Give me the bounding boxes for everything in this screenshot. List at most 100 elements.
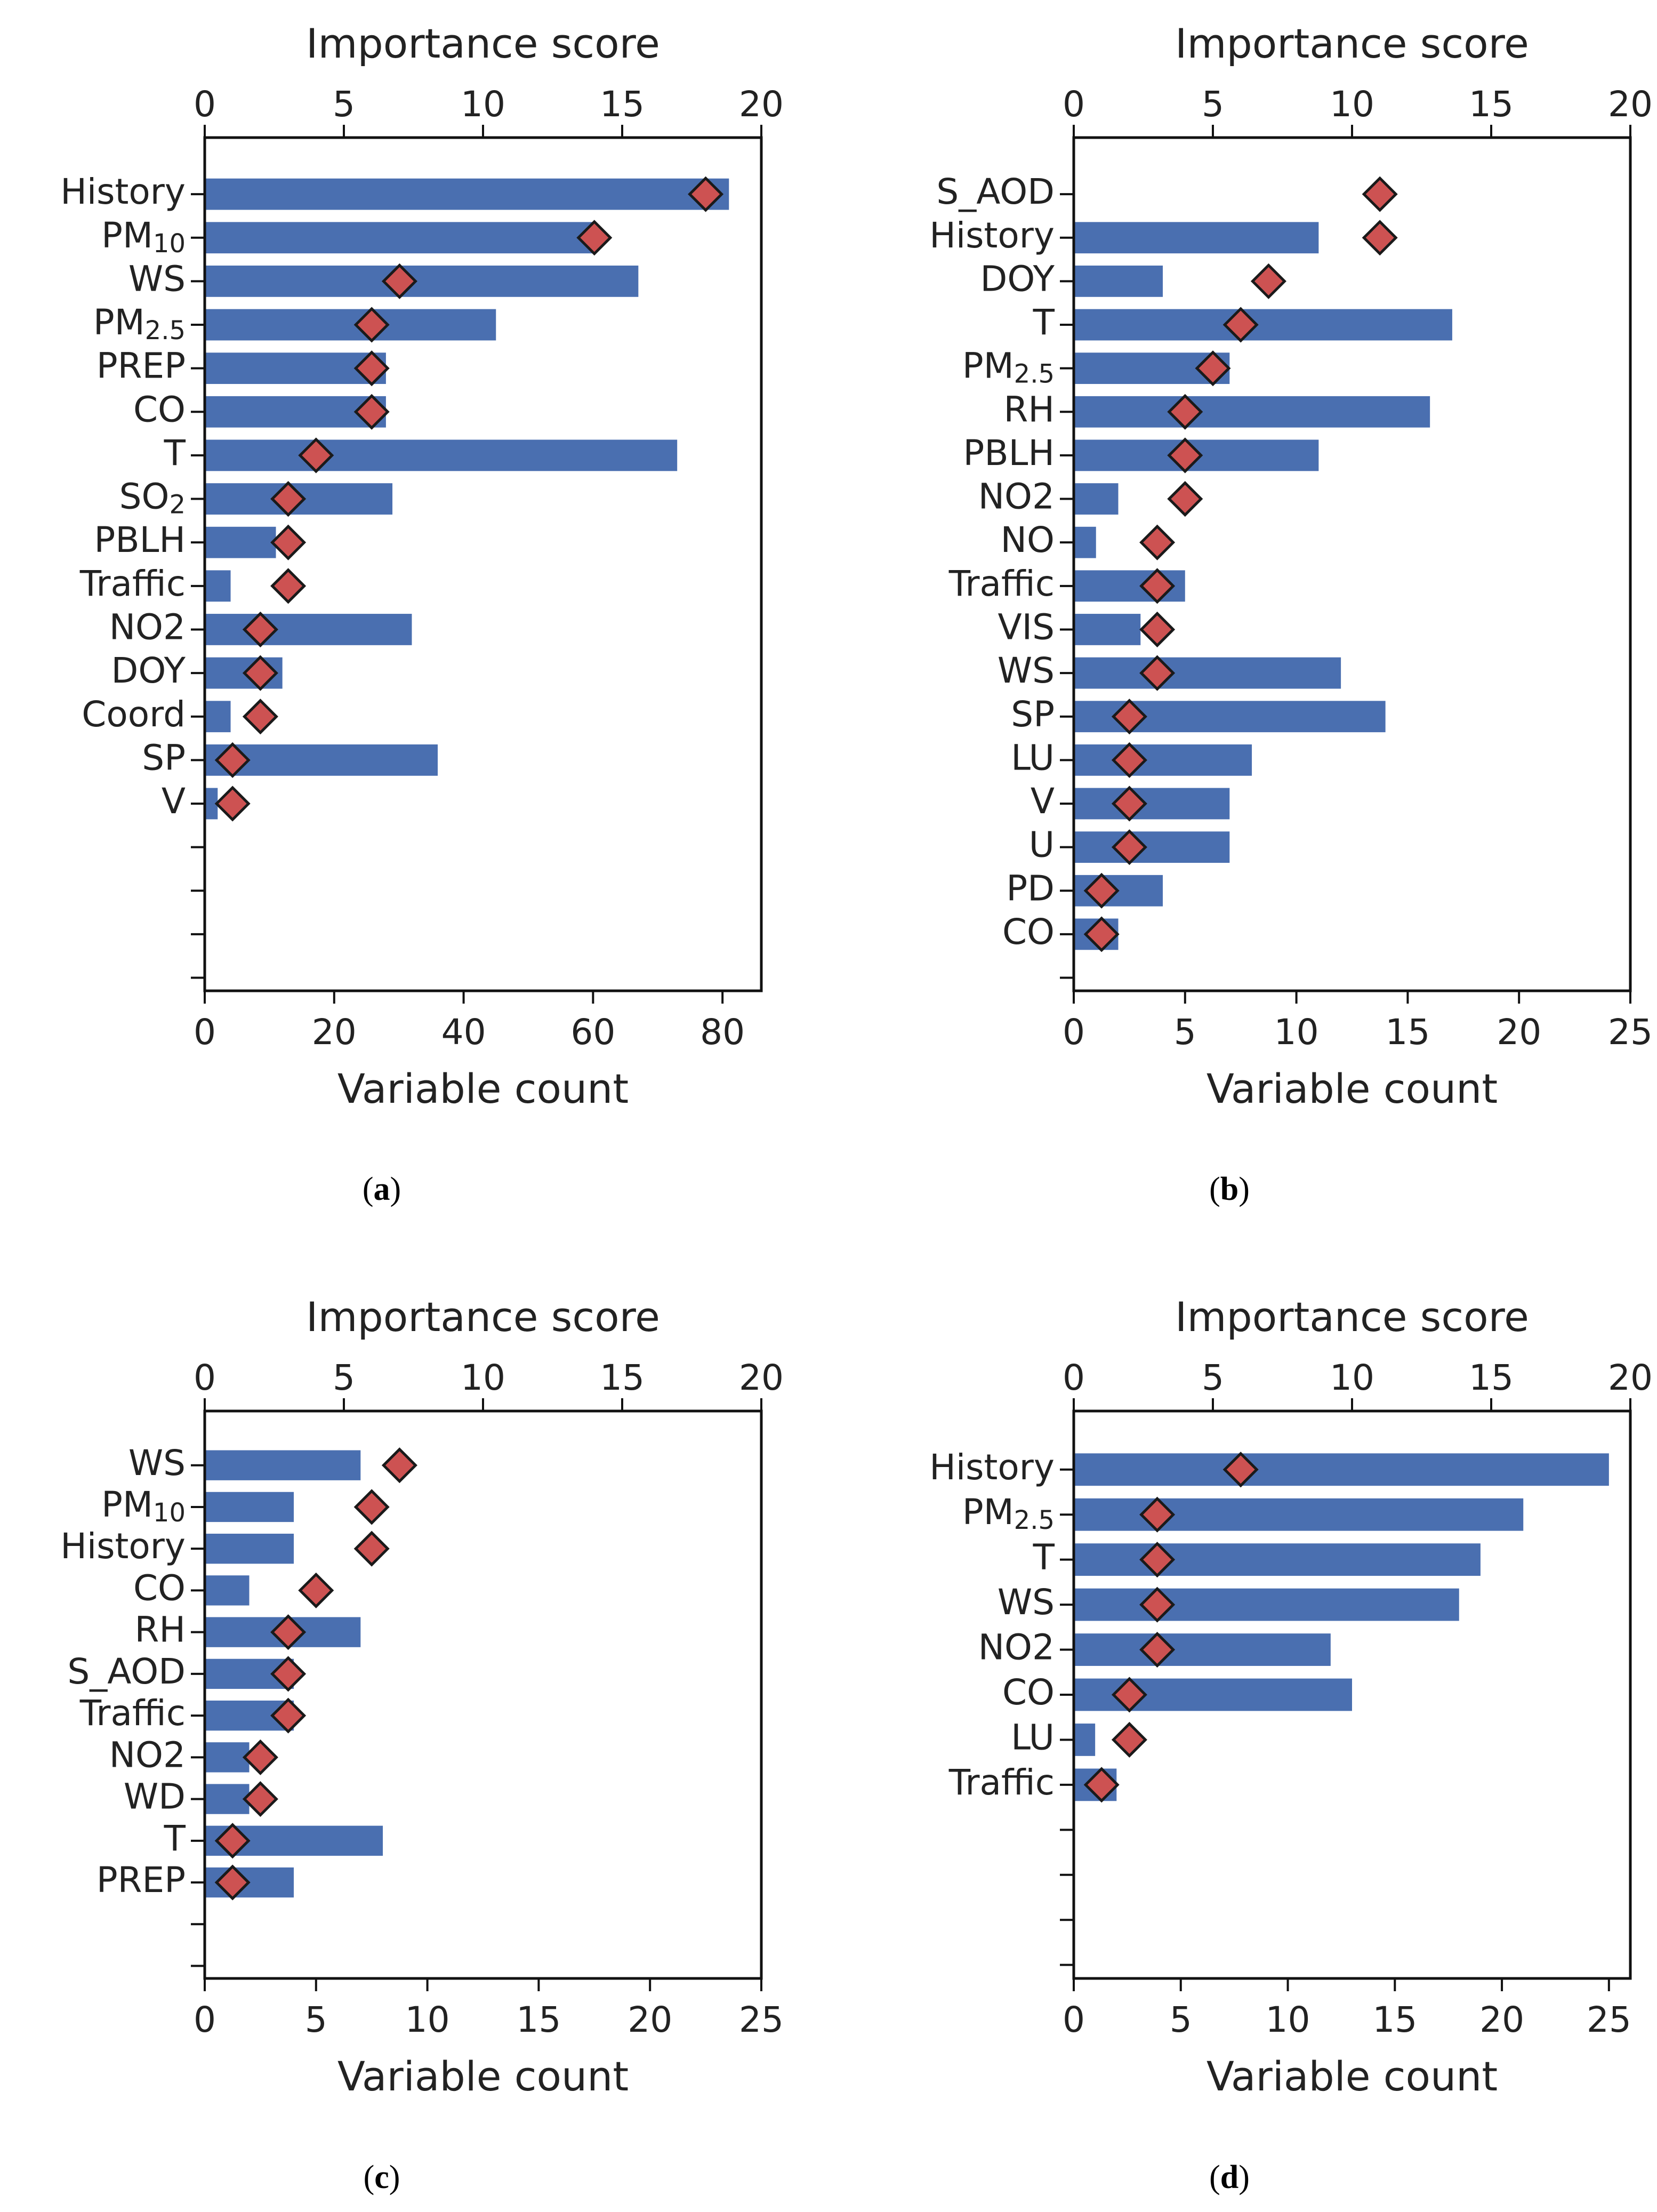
x-axis-title-bottom-b: Variable count <box>1206 1065 1498 1112</box>
y-tick-label-a-6: T <box>164 432 186 474</box>
marker-b-4 <box>1195 350 1231 387</box>
marker-d-6 <box>1111 1721 1147 1758</box>
y-tick-label-c-8: WD <box>124 1776 186 1817</box>
y-tick-label-b-13: LU <box>1011 737 1055 778</box>
marker-d-4 <box>1139 1632 1176 1668</box>
marker-d-0 <box>1222 1452 1259 1488</box>
marker-a-2 <box>381 263 417 299</box>
x-tick-label-top-b-0: 0 <box>1063 84 1085 125</box>
x-tick-label-top-c-4: 20 <box>739 1357 784 1398</box>
x-tick-label-bottom-a-1: 20 <box>312 1012 357 1053</box>
y-tick-label-b-2: DOY <box>980 258 1055 299</box>
y-tick-label-a-4: PREP <box>96 346 186 387</box>
bar-b-13 <box>1074 744 1252 776</box>
marker-a-11 <box>242 655 278 691</box>
bar-b-7 <box>1074 483 1119 515</box>
marker-a-6 <box>298 437 334 474</box>
x-tick-label-bottom-d-1: 5 <box>1170 1999 1192 2040</box>
x-tick-label-bottom-c-1: 5 <box>305 1999 327 2040</box>
marker-d-3 <box>1139 1586 1176 1623</box>
marker-c-3 <box>298 1572 334 1608</box>
bar-a-10 <box>205 614 412 645</box>
y-tick-label-d-4: NO2 <box>978 1627 1055 1668</box>
x-tick-label-top-d-2: 10 <box>1330 1357 1374 1398</box>
marker-a-7 <box>270 481 307 517</box>
x-tick-label-top-a-0: 0 <box>194 84 216 125</box>
y-tick-label-c-3: CO <box>133 1567 186 1608</box>
x-tick-label-bottom-a-3: 60 <box>570 1012 615 1053</box>
y-tick-label-d-7: Traffic <box>948 1762 1055 1803</box>
x-tick-label-top-b-1: 5 <box>1202 84 1224 125</box>
y-tick-label-b-15: U <box>1029 824 1055 865</box>
marker-d-2 <box>1139 1542 1176 1578</box>
bar-d-6 <box>1074 1724 1096 1756</box>
marker-b-13 <box>1111 742 1147 778</box>
marker-a-12 <box>242 699 278 735</box>
y-tick-label-b-12: SP <box>1011 694 1055 735</box>
x-tick-label-bottom-c-2: 10 <box>405 1999 450 2040</box>
marker-b-15 <box>1111 829 1147 865</box>
x-tick-label-top-a-2: 10 <box>461 84 505 125</box>
marker-c-8 <box>242 1781 278 1817</box>
marker-b-1 <box>1362 220 1398 256</box>
x-tick-label-bottom-c-0: 0 <box>194 1999 216 2040</box>
y-tick-label-b-4: PM2.5 <box>962 346 1055 389</box>
marker-a-8 <box>270 524 307 560</box>
bar-a-1 <box>205 222 593 254</box>
x-tick-label-top-d-4: 20 <box>1608 1357 1653 1398</box>
marker-d-5 <box>1111 1677 1147 1713</box>
marker-b-6 <box>1167 437 1203 474</box>
bar-d-3 <box>1074 1588 1459 1621</box>
bar-a-0 <box>205 178 729 210</box>
bar-a-12 <box>205 701 231 733</box>
x-tick-label-top-a-1: 5 <box>333 84 355 125</box>
marker-b-9 <box>1139 568 1176 604</box>
marker-b-16 <box>1083 872 1120 909</box>
y-tick-label-c-9: T <box>164 1818 186 1859</box>
marker-c-5 <box>270 1656 307 1692</box>
bar-d-2 <box>1074 1543 1481 1576</box>
bar-a-2 <box>205 266 639 297</box>
x-tick-label-bottom-d-2: 10 <box>1266 1999 1310 2040</box>
x-axis-title-top-d: Importance score <box>1175 1293 1529 1341</box>
marker-b-2 <box>1250 263 1286 299</box>
marker-c-10 <box>214 1864 251 1901</box>
y-tick-label-a-3: PM2.5 <box>93 302 186 346</box>
y-tick-label-b-6: PBLH <box>963 432 1055 474</box>
x-tick-label-top-c-1: 5 <box>333 1357 355 1398</box>
y-tick-label-a-7: SO2 <box>119 476 186 520</box>
marker-c-2 <box>353 1530 390 1567</box>
y-tick-label-a-5: CO <box>133 389 186 430</box>
bar-a-8 <box>205 526 276 558</box>
bar-a-6 <box>205 439 678 471</box>
x-axis-title-top-c: Importance score <box>306 1293 660 1341</box>
y-tick-label-c-10: PREP <box>96 1860 186 1901</box>
bar-b-1 <box>1074 222 1319 254</box>
y-tick-label-c-7: NO2 <box>109 1734 186 1775</box>
y-tick-label-b-7: NO2 <box>978 476 1055 517</box>
y-tick-label-b-8: NO <box>1001 519 1055 560</box>
panel-a: HistoryPM10WSPM2.5PREPCOTSO2PBLHTrafficN… <box>60 20 784 1112</box>
y-tick-label-d-1: PM2.5 <box>962 1492 1055 1535</box>
y-tick-label-a-2: WS <box>128 258 186 299</box>
x-tick-label-bottom-b-2: 10 <box>1274 1012 1319 1053</box>
y-tick-label-c-0: WS <box>128 1442 186 1484</box>
bar-b-2 <box>1074 266 1163 297</box>
marker-c-9 <box>214 1823 251 1859</box>
y-tick-label-a-12: Coord <box>82 694 186 735</box>
marker-c-4 <box>270 1614 307 1650</box>
marker-d-7 <box>1083 1767 1120 1803</box>
x-tick-label-bottom-b-4: 20 <box>1497 1012 1541 1053</box>
x-tick-label-top-b-4: 20 <box>1608 84 1653 125</box>
marker-b-3 <box>1222 307 1259 343</box>
marker-a-9 <box>270 568 307 604</box>
bar-c-0 <box>205 1450 361 1480</box>
x-tick-label-bottom-a-4: 80 <box>700 1012 745 1053</box>
marker-b-12 <box>1111 699 1147 735</box>
y-tick-label-b-17: CO <box>1002 911 1055 952</box>
y-tick-label-a-0: History <box>60 171 186 212</box>
y-tick-label-c-1: PM10 <box>101 1484 186 1528</box>
